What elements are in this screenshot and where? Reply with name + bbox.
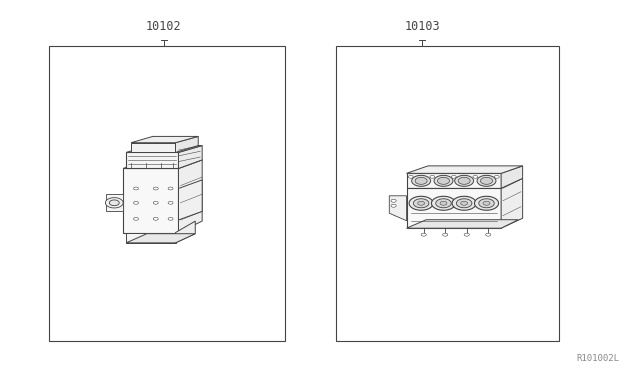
Polygon shape — [409, 196, 433, 210]
Polygon shape — [154, 217, 158, 220]
Polygon shape — [418, 201, 424, 205]
Polygon shape — [479, 199, 494, 208]
Polygon shape — [126, 153, 179, 169]
Polygon shape — [440, 201, 447, 205]
Polygon shape — [131, 143, 175, 153]
Polygon shape — [477, 175, 496, 186]
Polygon shape — [501, 166, 523, 188]
Polygon shape — [436, 199, 451, 208]
Polygon shape — [473, 176, 477, 178]
Polygon shape — [168, 201, 173, 204]
Polygon shape — [451, 176, 456, 178]
Polygon shape — [179, 180, 202, 220]
Polygon shape — [406, 188, 501, 228]
Polygon shape — [413, 199, 429, 208]
Text: R101002L: R101002L — [577, 354, 620, 363]
Polygon shape — [454, 175, 474, 186]
Polygon shape — [408, 176, 413, 178]
FancyBboxPatch shape — [49, 46, 285, 341]
Polygon shape — [123, 169, 179, 232]
Polygon shape — [483, 201, 490, 205]
Polygon shape — [154, 201, 158, 204]
Polygon shape — [406, 166, 523, 173]
Polygon shape — [443, 233, 448, 236]
Polygon shape — [168, 217, 173, 220]
Polygon shape — [458, 177, 470, 184]
Polygon shape — [106, 194, 123, 211]
Polygon shape — [106, 198, 123, 208]
Polygon shape — [415, 177, 427, 184]
Polygon shape — [175, 137, 198, 153]
Polygon shape — [134, 187, 138, 190]
Polygon shape — [391, 204, 396, 207]
Polygon shape — [434, 175, 453, 186]
Polygon shape — [126, 145, 202, 153]
Polygon shape — [430, 176, 435, 178]
Polygon shape — [486, 233, 491, 236]
Polygon shape — [421, 233, 426, 236]
Polygon shape — [389, 196, 406, 221]
Polygon shape — [126, 234, 195, 243]
Text: 10103: 10103 — [404, 20, 440, 33]
Polygon shape — [123, 160, 202, 169]
Polygon shape — [406, 173, 501, 188]
Polygon shape — [456, 199, 472, 208]
Polygon shape — [438, 177, 449, 184]
Polygon shape — [452, 196, 476, 210]
Polygon shape — [474, 196, 499, 210]
Polygon shape — [406, 220, 518, 228]
Polygon shape — [168, 187, 173, 190]
Polygon shape — [134, 217, 138, 220]
Polygon shape — [495, 176, 499, 178]
Polygon shape — [501, 178, 523, 228]
Polygon shape — [431, 196, 456, 210]
Polygon shape — [126, 232, 175, 243]
Polygon shape — [175, 221, 195, 243]
Polygon shape — [412, 175, 431, 186]
Polygon shape — [461, 201, 468, 205]
Polygon shape — [179, 160, 202, 232]
Polygon shape — [154, 187, 158, 190]
Polygon shape — [464, 233, 469, 236]
Polygon shape — [134, 201, 138, 204]
Polygon shape — [179, 145, 202, 169]
Polygon shape — [391, 199, 396, 202]
Polygon shape — [131, 137, 198, 143]
FancyBboxPatch shape — [336, 46, 559, 341]
Polygon shape — [481, 177, 493, 184]
Text: 10102: 10102 — [146, 20, 182, 33]
Polygon shape — [109, 200, 119, 206]
